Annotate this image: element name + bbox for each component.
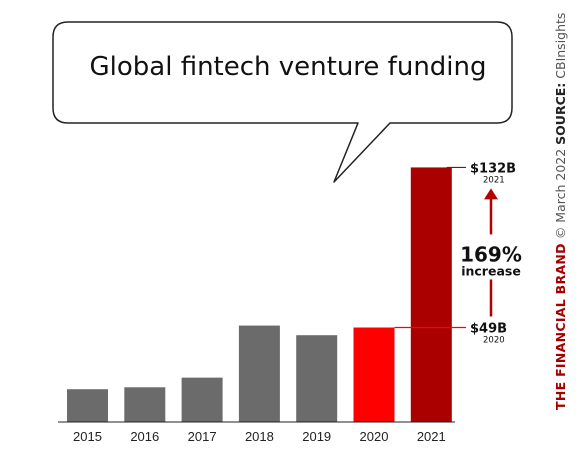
label-2021-year: 2021 (483, 175, 505, 185)
x-tick-2016: 2016 (130, 429, 159, 444)
x-tick-labels: 2015 2016 2017 2018 2019 2020 2021 (73, 429, 446, 444)
bar-2016 (124, 387, 166, 422)
x-tick-2017: 2017 (188, 429, 217, 444)
x-tick-2020: 2020 (360, 429, 389, 444)
bar-2015 (67, 389, 108, 422)
bar-2019 (296, 335, 338, 422)
label-2021-value: $132B (470, 161, 516, 176)
percent-increase-label: increase (461, 263, 521, 278)
brand-name: THE FINANCIAL BRAND (553, 243, 568, 410)
bar-2018 (238, 325, 280, 422)
annotation-group: $132B 2021 $49B 2020 169% increase (394, 161, 522, 346)
x-tick-2015: 2015 (73, 429, 102, 444)
copyright-text: © March 2022 (553, 144, 568, 244)
speech-bubble (52, 21, 513, 183)
source-credit: THE FINANCIAL BRAND © March 2022 SOURCE:… (553, 13, 568, 410)
x-tick-2019: 2019 (302, 429, 331, 444)
chart-title: Global fintech venture funding (89, 52, 487, 82)
bar-2021 (410, 167, 452, 422)
label-2020-value: $49B (470, 322, 507, 337)
bars-group (67, 167, 452, 422)
bar-2020 (353, 327, 395, 422)
source-name: CBInsights (553, 12, 568, 83)
up-arrow-icon (484, 188, 498, 200)
label-2020-year: 2020 (483, 336, 505, 346)
source-label: SOURCE: (553, 82, 568, 145)
bar-2017 (181, 377, 223, 422)
x-tick-2018: 2018 (245, 429, 274, 444)
percent-increase-value: 169% (460, 242, 522, 266)
x-tick-2021: 2021 (417, 429, 446, 444)
